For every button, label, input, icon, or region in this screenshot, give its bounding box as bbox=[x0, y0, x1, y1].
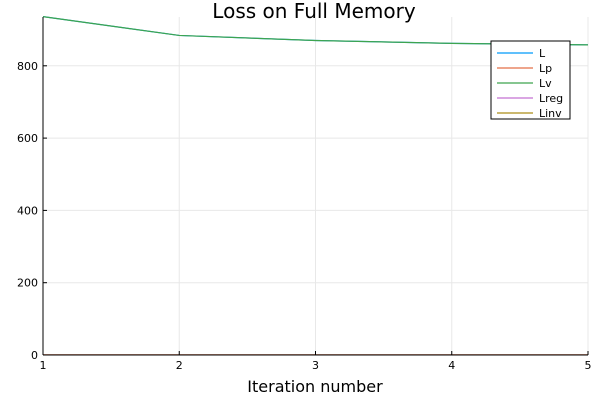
x-tick-label: 5 bbox=[585, 359, 592, 372]
y-tick-label: 800 bbox=[17, 60, 38, 73]
legend-label-l: L bbox=[539, 47, 546, 60]
legend-label-lv: Lv bbox=[539, 77, 552, 90]
y-tick-label: 400 bbox=[17, 204, 38, 217]
legend: L Lp Lv Lreg Linv bbox=[490, 40, 571, 120]
chart-title: Loss on Full Memory bbox=[212, 0, 416, 23]
x-axis-label: Iteration number bbox=[247, 377, 383, 396]
x-tick-label: 4 bbox=[448, 359, 455, 372]
legend-label-linv: Linv bbox=[539, 107, 562, 120]
x-tick-label: 1 bbox=[40, 359, 47, 372]
tick-layer: 1 2 3 4 5 0 200 400 600 800 bbox=[17, 60, 592, 372]
x-tick-label: 2 bbox=[176, 359, 183, 372]
y-tick-label: 200 bbox=[17, 277, 38, 290]
x-tick-label: 3 bbox=[312, 359, 319, 372]
legend-label-lp: Lp bbox=[539, 62, 552, 75]
y-tick-label: 600 bbox=[17, 132, 38, 145]
legend-box bbox=[490, 40, 571, 120]
y-tick-label: 0 bbox=[31, 349, 38, 362]
legend-label-lreg: Lreg bbox=[539, 92, 563, 105]
